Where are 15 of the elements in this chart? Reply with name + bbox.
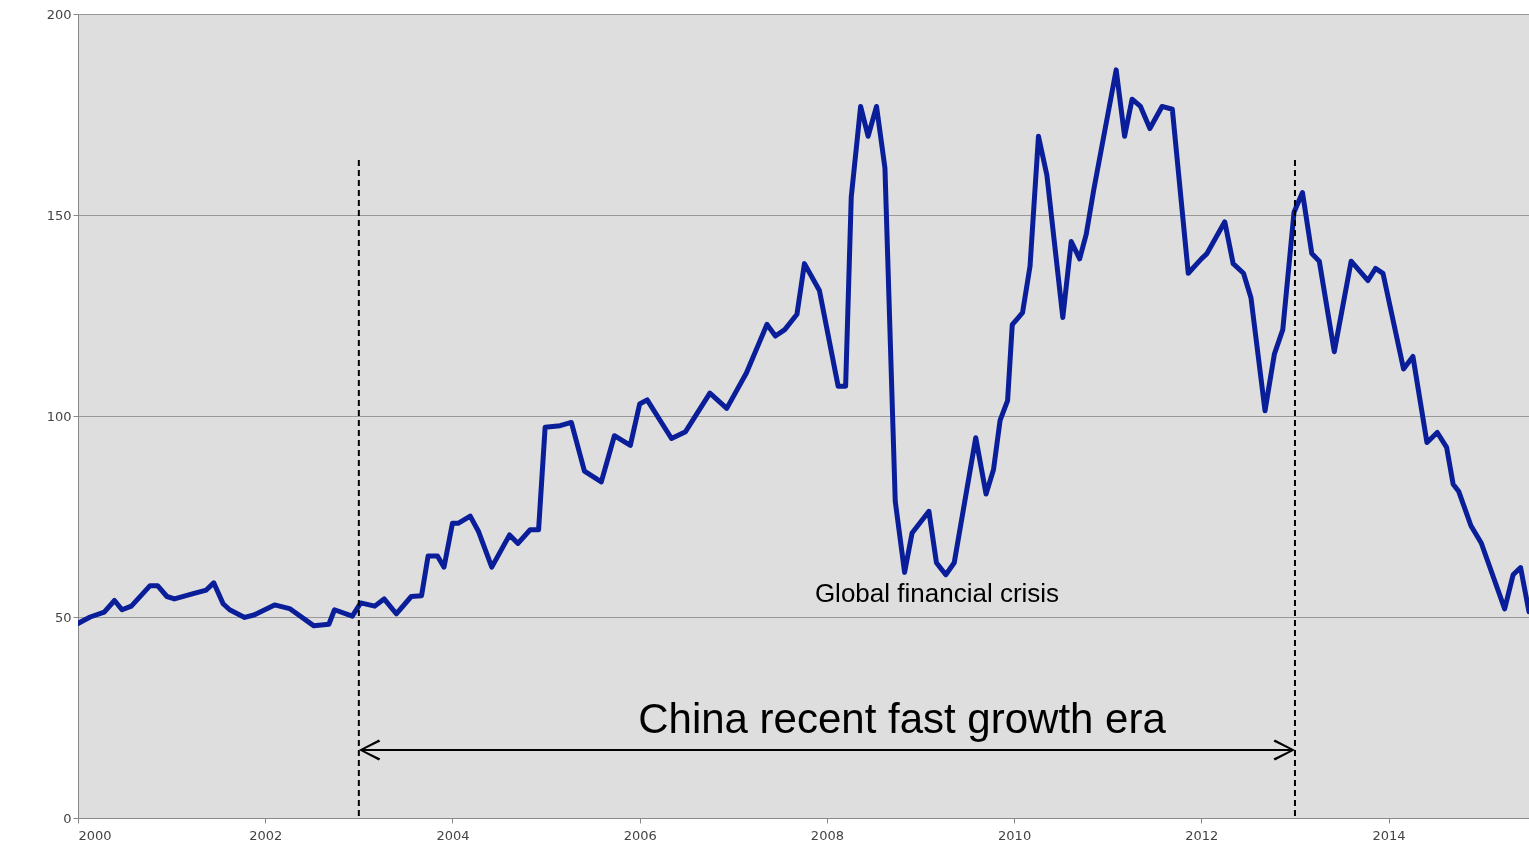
- x-tick-label: 2002: [249, 827, 283, 843]
- y-tick-label: 150: [46, 207, 72, 223]
- annotation: China recent fast growth era: [638, 695, 1167, 742]
- x-tick-label: 2006: [623, 827, 657, 843]
- x-tick-label: 2000: [78, 827, 112, 843]
- x-tick-label: 2004: [436, 827, 470, 843]
- y-tick-label: 0: [63, 810, 72, 826]
- x-tick-label: 2008: [810, 827, 844, 843]
- y-tick-label: 100: [46, 408, 72, 424]
- x-tick-label: 2014: [1372, 827, 1406, 843]
- annotation: Global financial crisis: [814, 578, 1060, 608]
- x-tick-label: 2010: [998, 827, 1032, 843]
- x-tick-label: 2012: [1185, 827, 1219, 843]
- y-tick-label: 200: [46, 6, 72, 22]
- y-tick-label: 50: [54, 609, 72, 625]
